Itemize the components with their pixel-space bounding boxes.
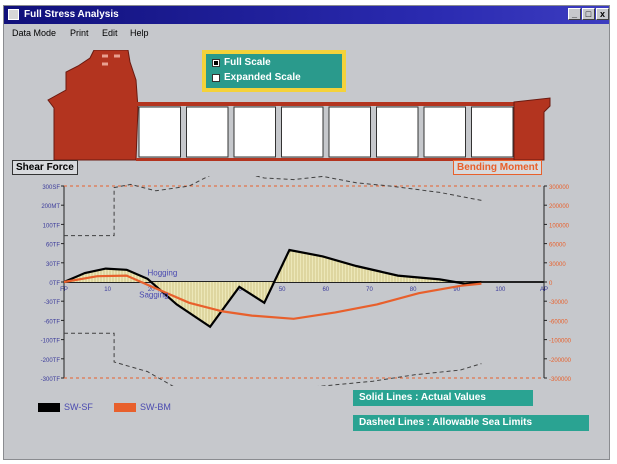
left-tick-label: 0TF	[49, 281, 60, 287]
right-tick-label: -100000	[549, 339, 572, 345]
cargo-tank-1[interactable]	[138, 106, 181, 158]
x-tick-label: 90	[453, 287, 460, 293]
cargo-tank-7[interactable]	[423, 106, 466, 158]
menu-print[interactable]: Print	[70, 28, 89, 38]
ship-profile	[47, 50, 551, 161]
bending-moment-label: Bending Moment	[453, 160, 543, 175]
x-tick-label: AP	[540, 287, 548, 293]
sw-sf-legend: SW-SF	[64, 402, 93, 412]
left-tick-label: -60TF	[44, 319, 60, 325]
stress-chart: 300SF 200MT 100TF 60TF 30TF 0TF -30TF -60TF -100…	[41, 176, 572, 386]
right-tick-label: -300000	[549, 377, 572, 383]
cargo-tank-8[interactable]	[471, 106, 514, 158]
deck-line	[136, 102, 516, 106]
right-tick-label: 200000	[549, 204, 570, 210]
solid-lines-note: Solid Lines : Actual Values	[353, 390, 533, 406]
left-tick-label: -300TF	[41, 377, 61, 383]
sagging-label: Sagging	[139, 290, 168, 299]
x-tick-label: 10	[104, 287, 111, 293]
left-tick-label: 30TF	[46, 262, 60, 268]
title-bar[interactable]: Full Stress Analysis _ □ x	[4, 6, 609, 24]
window-title: Full Stress Analysis	[24, 9, 119, 20]
right-tick-label: 60000	[549, 243, 566, 249]
right-tick-label: -200000	[549, 358, 572, 364]
bow-section	[47, 50, 139, 161]
hogging-label: Hogging	[147, 269, 177, 278]
scale-selector: Full Scale Expanded Scale	[202, 50, 346, 92]
left-tick-label: 60TF	[46, 243, 60, 249]
app-icon	[8, 9, 19, 20]
right-tick-label: -30000	[549, 300, 568, 306]
bow-windows	[102, 54, 120, 66]
menu-bar: Data Mode Print Edit Help	[4, 25, 609, 41]
left-tick-label: 100TF	[43, 223, 61, 229]
dashed-lines-note: Dashed Lines : Allowable Sea Limits	[353, 415, 589, 431]
left-tick-label: 300SF	[42, 185, 60, 191]
sw-sf-line	[63, 248, 482, 329]
right-tick-label: -60000	[549, 319, 568, 325]
left-tick-label: -30TF	[44, 300, 60, 306]
x-tick-label: FP	[60, 287, 68, 293]
cargo-tank-6[interactable]	[376, 106, 419, 158]
left-tick-label: -200TF	[41, 358, 61, 364]
right-tick-label: 30000	[549, 262, 566, 268]
expanded-scale-radio[interactable]	[212, 74, 220, 82]
minimize-button[interactable]: _	[568, 8, 581, 20]
app-window: Full Stress Analysis _ □ x Data Mode Pri…	[3, 5, 610, 460]
menu-edit[interactable]: Edit	[102, 28, 118, 38]
full-scale-radio[interactable]	[212, 59, 220, 67]
x-tick-label: 50	[279, 287, 286, 293]
cargo-tank-5[interactable]	[328, 106, 371, 158]
hull-bottom	[136, 158, 516, 161]
shear-force-area	[64, 250, 482, 327]
x-tick-label: 40	[235, 287, 242, 293]
x-tick-label: 80	[410, 287, 417, 293]
expanded-scale-label: Expanded Scale	[224, 72, 301, 83]
x-tick-label: 20	[148, 287, 155, 293]
shear-force-label: Shear Force	[12, 160, 78, 175]
right-tick-label: 0	[549, 281, 553, 287]
maximize-button[interactable]: □	[582, 8, 595, 20]
right-tick-label: 100000	[549, 223, 570, 229]
full-scale-label: Full Scale	[224, 57, 271, 68]
menu-data-mode[interactable]: Data Mode	[12, 28, 57, 38]
allowable-limit-upper--line	[64, 176, 482, 237]
stern-section	[513, 97, 551, 161]
x-tick-label: 60	[322, 287, 329, 293]
close-button[interactable]: x	[596, 8, 609, 20]
left-tick-label: -100TF	[41, 339, 61, 345]
x-tick-label: 100	[495, 287, 506, 293]
cargo-tank-3[interactable]	[233, 106, 276, 158]
sw-bm-line	[63, 274, 482, 320]
menu-help[interactable]: Help	[130, 28, 149, 38]
cargo-tank-2[interactable]	[186, 106, 229, 158]
sw-bm-swatch	[114, 403, 136, 412]
sw-sf-swatch	[38, 403, 60, 412]
cargo-tank-4[interactable]	[281, 106, 324, 158]
x-tick-label: 70	[366, 287, 373, 293]
right-tick-label: 300000	[549, 185, 570, 191]
scale-options-panel: Full Scale Expanded Scale	[206, 54, 342, 88]
allowable-limit-lower--line	[64, 332, 482, 386]
sw-bm-legend: SW-BM	[140, 402, 171, 412]
left-tick-label: 200MT	[41, 204, 60, 210]
